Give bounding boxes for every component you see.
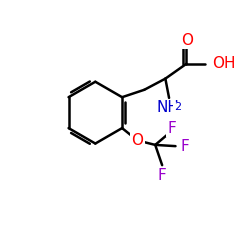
Text: F: F [158,168,166,183]
Text: O: O [132,133,143,148]
Text: O: O [181,33,193,48]
Text: 2: 2 [174,102,181,112]
Text: F: F [168,121,176,136]
Text: NH: NH [156,100,179,116]
Text: F: F [181,139,190,154]
Text: OH: OH [212,56,235,71]
